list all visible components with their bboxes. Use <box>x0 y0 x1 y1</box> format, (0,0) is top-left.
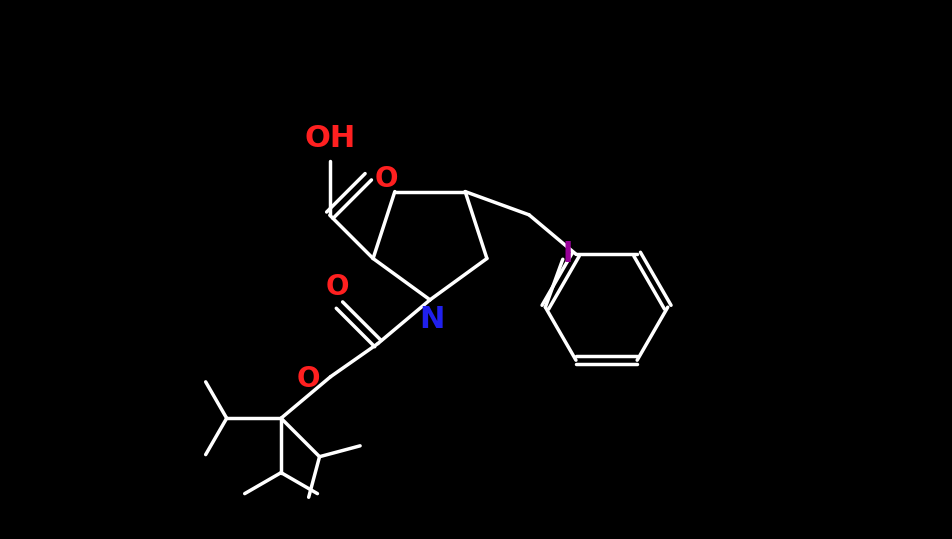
Text: I: I <box>563 240 573 268</box>
Text: O: O <box>374 165 398 193</box>
Text: OH: OH <box>305 125 355 153</box>
Text: O: O <box>326 273 349 301</box>
Text: N: N <box>419 305 445 334</box>
Text: O: O <box>297 365 320 393</box>
